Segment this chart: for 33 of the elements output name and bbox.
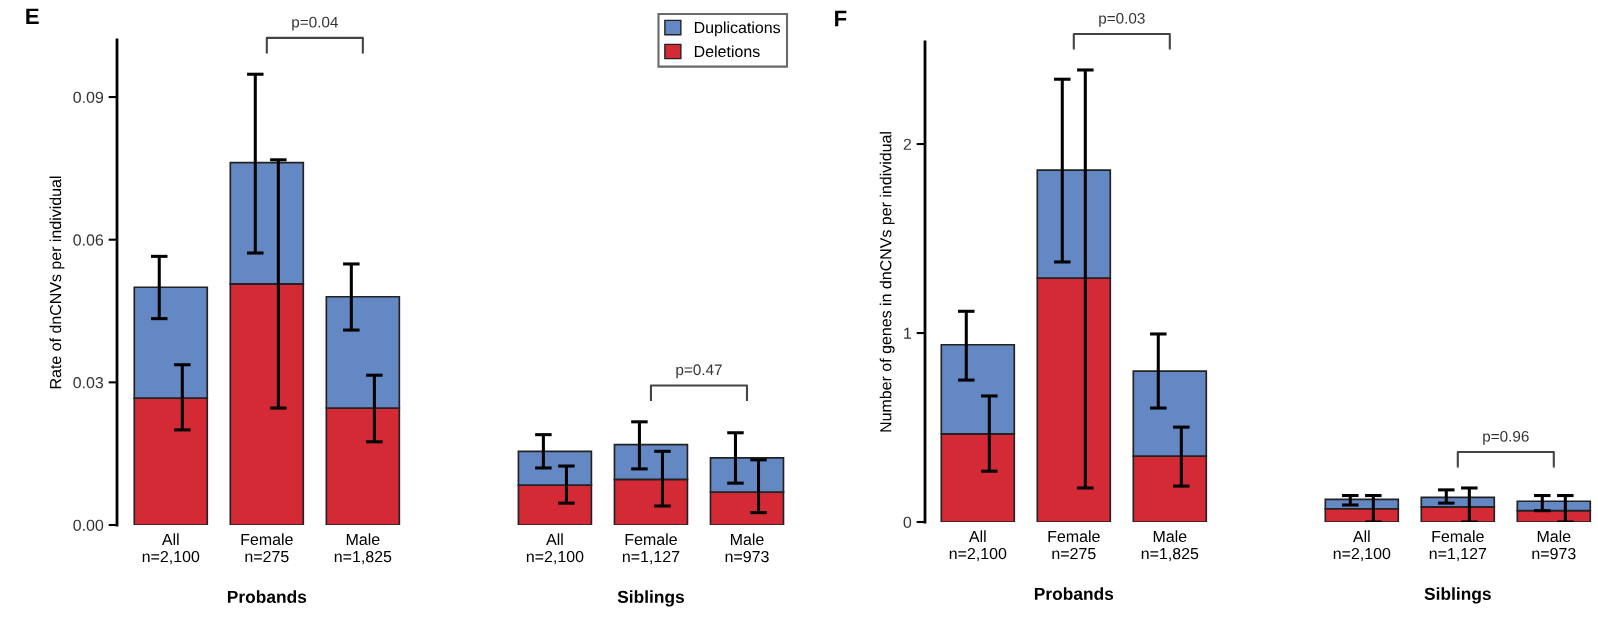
x-tick-label: All n=2,100 [949, 530, 1007, 562]
y-tick-label: 0.09 [73, 91, 104, 103]
y-tick-label: 1 [904, 327, 912, 339]
x-tick-label: All n=2,100 [526, 533, 584, 565]
x-tick-label: Female n=275 [241, 533, 293, 563]
x-tick-label: Male n=1,825 [334, 533, 392, 565]
text: p=0.03 [1099, 12, 1145, 27]
x-tick-label: All n=2,100 [142, 533, 200, 565]
y-tick-label: 0.03 [73, 376, 104, 389]
y-axis-title: Number of genes in dnCNVs per individual [879, 132, 895, 432]
text: Probands [1034, 587, 1114, 601]
text: Siblings [617, 590, 684, 607]
y-tick-label: 0 [903, 516, 912, 528]
x-tick-label: Male n=973 [725, 533, 769, 563]
text: Probands [227, 590, 307, 604]
y-tick-label: 0.06 [73, 234, 104, 246]
y-tick-label: 0.00 [73, 519, 104, 531]
x-tick-label: Female n=1,127 [1429, 530, 1487, 562]
x-tick-label: Male n=1,825 [1141, 530, 1199, 562]
x-tick-label: Male n=973 [1532, 530, 1576, 560]
x-tick-label: All n=2,100 [1333, 530, 1391, 562]
y-tick-label: 2 [903, 138, 911, 150]
legend-label: Duplications [694, 21, 781, 37]
chart-title: F [835, 10, 847, 27]
chart-title: E [26, 8, 39, 24]
annotation: p=0.47 [676, 364, 722, 379]
x-tick-label: Female n=275 [1048, 530, 1100, 560]
legend-label: Deletions [694, 45, 760, 58]
annotation: p=0.96 [1483, 430, 1529, 445]
x-tick-label: Female n=1,127 [622, 533, 680, 565]
text: p=0.04 [292, 16, 338, 31]
text: Siblings [1424, 587, 1491, 604]
y-axis-title: Rate of dnCNVs per individual [49, 176, 65, 389]
